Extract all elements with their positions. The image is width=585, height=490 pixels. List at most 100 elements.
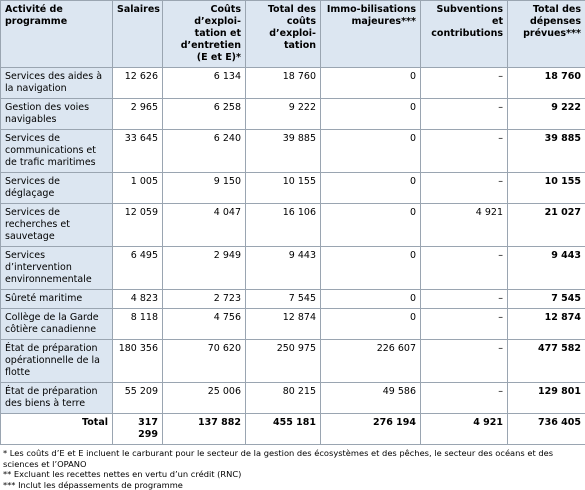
cell: 0 [321, 204, 421, 247]
cell: 226 607 [321, 340, 421, 383]
cell: 18 760 [508, 68, 585, 99]
cell: – [421, 290, 508, 309]
column-header: Total des dépenses prévues*** [508, 1, 585, 68]
cell: – [421, 130, 508, 173]
cell: 10 155 [246, 173, 321, 204]
cell: 6 495 [113, 247, 163, 290]
cell: 9 150 [163, 173, 246, 204]
row-label: Services de recherches et sauvetage [1, 204, 113, 247]
cell: – [421, 383, 508, 414]
row-label: Sûreté maritime [1, 290, 113, 309]
column-header: Total des coûts d’exploi-tation [246, 1, 321, 68]
cell: 0 [321, 173, 421, 204]
table-row: Services de communications et de trafic … [1, 130, 585, 173]
cell: 0 [321, 309, 421, 340]
cell: 6 240 [163, 130, 246, 173]
cell: 4 921 [421, 204, 508, 247]
cell: 70 620 [163, 340, 246, 383]
cell: 0 [321, 68, 421, 99]
cell: 12 059 [113, 204, 163, 247]
cell: 9 443 [508, 247, 585, 290]
cell: 129 801 [508, 383, 585, 414]
footnote: ** Excluant les recettes nettes en vertu… [3, 469, 582, 480]
cell: 2 723 [163, 290, 246, 309]
cell: 18 760 [246, 68, 321, 99]
column-header: Activité de programme [1, 1, 113, 68]
row-label: État de préparation opérationnelle de la… [1, 340, 113, 383]
cell: 4 756 [163, 309, 246, 340]
footnote: * Les coûts d’E et E incluent le carbura… [3, 448, 582, 469]
cell: 39 885 [508, 130, 585, 173]
cell: 80 215 [246, 383, 321, 414]
cell: 6 134 [163, 68, 246, 99]
cell: 455 181 [246, 414, 321, 445]
cell: 9 443 [246, 247, 321, 290]
row-label: Services de communications et de trafic … [1, 130, 113, 173]
cell: 7 545 [508, 290, 585, 309]
row-label: Collège de la Garde côtière canadienne [1, 309, 113, 340]
row-label: Services de déglaçage [1, 173, 113, 204]
row-label: Services d’intervention environnementale [1, 247, 113, 290]
column-header: Salaires [113, 1, 163, 68]
cell: – [421, 309, 508, 340]
cell: – [421, 173, 508, 204]
cell: 736 405 [508, 414, 585, 445]
page: Table {"table": { "headers": ["Activité … [0, 0, 585, 467]
cell: 477 582 [508, 340, 585, 383]
cell: 0 [321, 290, 421, 309]
column-header: Immo-bilisations majeures*** [321, 1, 421, 68]
table-row: Services d’intervention environnementale… [1, 247, 585, 290]
cell: 2 965 [113, 99, 163, 130]
cell: 317 299 [113, 414, 163, 445]
cell: 12 874 [508, 309, 585, 340]
cell: 10 155 [508, 173, 585, 204]
row-label: Total [1, 414, 113, 445]
cell: 9 222 [508, 99, 585, 130]
cell: 6 258 [163, 99, 246, 130]
column-header: Subventions et contributions [421, 1, 508, 68]
footnote: *** Inclut les dépassements de programme [3, 480, 582, 490]
footnotes: * Les coûts d’E et E incluent le carbura… [0, 445, 585, 490]
column-header: Coûts d’exploi-tation et d’entretien (E … [163, 1, 246, 68]
row-label: Gestion des voies navigables [1, 99, 113, 130]
cell: 0 [321, 130, 421, 173]
cell: – [421, 99, 508, 130]
cell: 0 [321, 99, 421, 130]
cell: 9 222 [246, 99, 321, 130]
cell: 21 027 [508, 204, 585, 247]
cell: 180 356 [113, 340, 163, 383]
cell: 33 645 [113, 130, 163, 173]
cell: 2 949 [163, 247, 246, 290]
cell: 8 118 [113, 309, 163, 340]
cell: – [421, 340, 508, 383]
cell: 4 047 [163, 204, 246, 247]
cell: 49 586 [321, 383, 421, 414]
cell: 137 882 [163, 414, 246, 445]
cell: 276 194 [321, 414, 421, 445]
cell: 55 209 [113, 383, 163, 414]
cell: 12 874 [246, 309, 321, 340]
cell: 4 921 [421, 414, 508, 445]
row-label: Services des aides à la navigation [1, 68, 113, 99]
cell: 1 005 [113, 173, 163, 204]
cell: 25 006 [163, 383, 246, 414]
row-label: État de préparation des biens à terre [1, 383, 113, 414]
cell: – [421, 68, 508, 99]
cell: 39 885 [246, 130, 321, 173]
cell: 12 626 [113, 68, 163, 99]
cell: 4 823 [113, 290, 163, 309]
table-row: État de préparation opérationnelle de la… [1, 340, 585, 383]
cell: – [421, 247, 508, 290]
cell: 250 975 [246, 340, 321, 383]
